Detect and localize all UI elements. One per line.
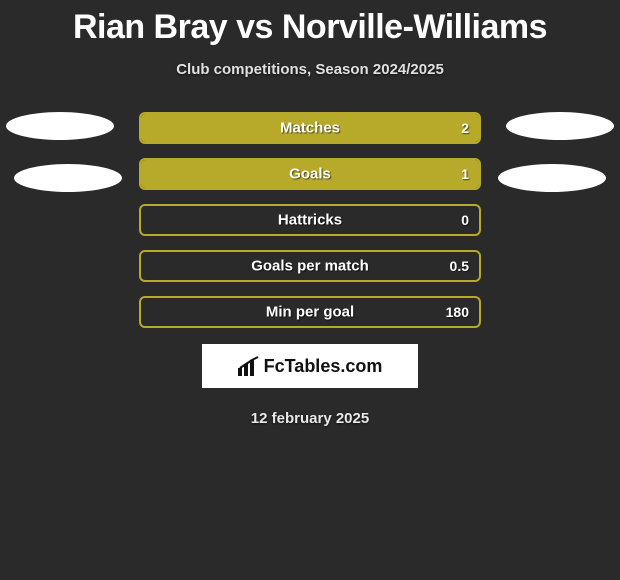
decor-ellipse bbox=[6, 112, 114, 140]
stat-bar: Min per goal 180 bbox=[139, 296, 481, 328]
date-line: 12 february 2025 bbox=[0, 410, 620, 427]
bars-container: Matches 2 Goals 1 Hattricks 0 Goals per match 0… bbox=[0, 112, 620, 328]
fctables-logo: FcTables.com bbox=[238, 356, 383, 377]
stat-bar: Matches 2 bbox=[139, 112, 481, 144]
stat-value: 180 bbox=[446, 304, 469, 320]
subtitle: Club competitions, Season 2024/2025 bbox=[0, 61, 620, 78]
stat-label: Goals per match bbox=[251, 258, 369, 275]
stat-value: 0.5 bbox=[450, 258, 469, 274]
stat-value: 0 bbox=[461, 212, 469, 228]
stat-value: 1 bbox=[461, 166, 469, 182]
stat-bar: Goals 1 bbox=[139, 158, 481, 190]
decor-ellipse bbox=[498, 164, 606, 192]
stat-bar: Hattricks 0 bbox=[139, 204, 481, 236]
decor-ellipse bbox=[14, 164, 122, 192]
stat-value: 2 bbox=[461, 120, 469, 136]
stat-label: Goals bbox=[289, 166, 331, 183]
stat-label: Min per goal bbox=[266, 304, 354, 321]
stat-label: Matches bbox=[280, 120, 340, 137]
decor-ellipse bbox=[506, 112, 614, 140]
logo-text: FcTables.com bbox=[264, 356, 383, 377]
logo-box: FcTables.com bbox=[202, 344, 418, 388]
chart-icon bbox=[238, 356, 260, 376]
page-title: Rian Bray vs Norville-Williams bbox=[0, 0, 620, 47]
stat-label: Hattricks bbox=[278, 212, 342, 229]
stat-bar: Goals per match 0.5 bbox=[139, 250, 481, 282]
stats-area: Matches 2 Goals 1 Hattricks 0 Goals per match 0… bbox=[0, 112, 620, 328]
